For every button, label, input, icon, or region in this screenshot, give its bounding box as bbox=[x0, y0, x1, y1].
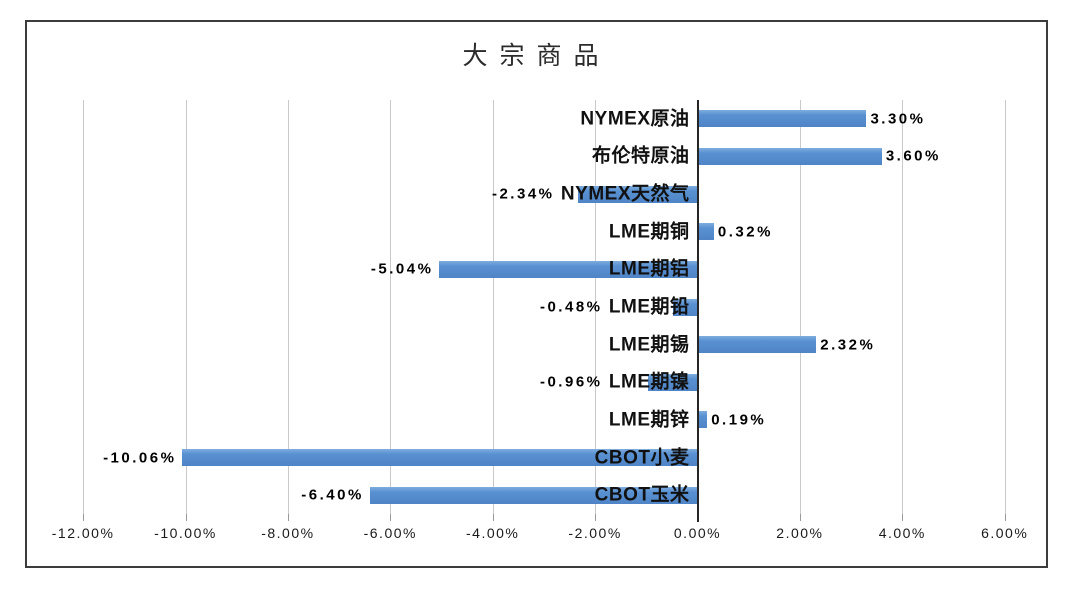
bar bbox=[577, 185, 698, 203]
value-label: -0.96% bbox=[539, 373, 603, 391]
category-label: LME期铜 bbox=[608, 221, 690, 243]
value-label: -10.06% bbox=[103, 449, 177, 467]
bar bbox=[697, 411, 708, 429]
category-label: LME期铅 bbox=[608, 296, 690, 318]
bar bbox=[697, 110, 867, 128]
gridline bbox=[799, 100, 801, 514]
axis-tick-mark bbox=[799, 514, 801, 521]
axis-tick-mark bbox=[83, 514, 85, 521]
value-label: -0.48% bbox=[539, 298, 603, 316]
axis-tick-mark bbox=[390, 514, 392, 521]
bar bbox=[697, 223, 714, 241]
x-tick-label: -8.00% bbox=[261, 525, 315, 541]
category-label: LME期锡 bbox=[608, 334, 690, 356]
x-tick-label: -10.00% bbox=[154, 525, 217, 541]
value-label: 0.19% bbox=[711, 411, 767, 429]
category-label: CBOT玉米 bbox=[594, 484, 690, 506]
category-label: LME期镍 bbox=[608, 371, 690, 393]
x-tick-label: 6.00% bbox=[981, 525, 1029, 541]
bar bbox=[369, 486, 698, 504]
axis-tick-mark bbox=[287, 514, 289, 521]
axis-tick-mark bbox=[595, 514, 597, 521]
x-tick-label: 2.00% bbox=[776, 525, 824, 541]
gridline bbox=[185, 100, 187, 514]
value-label: 2.32% bbox=[820, 336, 876, 354]
value-label: -6.40% bbox=[301, 486, 364, 504]
category-label: NYMEX天然气 bbox=[560, 183, 690, 205]
value-label: 3.60% bbox=[885, 147, 941, 165]
bar bbox=[648, 373, 698, 391]
category-label: CBOT小麦 bbox=[594, 447, 690, 469]
value-label: 3.30% bbox=[870, 110, 926, 128]
gridline bbox=[902, 100, 904, 514]
gridline bbox=[492, 100, 494, 514]
gridline bbox=[390, 100, 392, 514]
category-label: NYMEX原油 bbox=[580, 108, 690, 130]
category-label: LME期铝 bbox=[608, 258, 690, 280]
chart-title: 大宗商品 bbox=[462, 41, 611, 70]
chart-frame: 大宗商品 -12.00% -10.00% -8.00% -6.00% -4.00% -2.… bbox=[25, 20, 1048, 568]
gridline bbox=[287, 100, 289, 514]
category-label: 布伦特原油 bbox=[591, 145, 690, 167]
x-tick-label: -4.00% bbox=[466, 525, 520, 541]
x-tick-label: -6.00% bbox=[363, 525, 417, 541]
value-label: -5.04% bbox=[370, 260, 434, 278]
value-label: -2.34% bbox=[491, 185, 555, 203]
axis-tick-mark bbox=[185, 514, 187, 521]
x-tick-label: -2.00% bbox=[568, 525, 622, 541]
axis-tick-mark bbox=[902, 514, 904, 521]
bar bbox=[697, 336, 817, 354]
zero-axis-line bbox=[696, 100, 699, 522]
value-label: 0.32% bbox=[717, 223, 773, 241]
x-tick-label: 0.00% bbox=[673, 525, 722, 541]
gridline bbox=[1004, 100, 1006, 514]
gridline bbox=[595, 100, 597, 514]
x-tick-label: -12.00% bbox=[51, 525, 115, 541]
bar bbox=[697, 147, 882, 165]
category-label: LME期锌 bbox=[608, 409, 690, 431]
axis-tick-mark bbox=[492, 514, 494, 521]
gridline bbox=[83, 100, 85, 514]
axis-tick-mark bbox=[1004, 514, 1006, 521]
bar bbox=[439, 260, 698, 278]
bar bbox=[672, 298, 698, 316]
x-tick-label: 4.00% bbox=[878, 525, 926, 541]
bar bbox=[182, 449, 698, 467]
